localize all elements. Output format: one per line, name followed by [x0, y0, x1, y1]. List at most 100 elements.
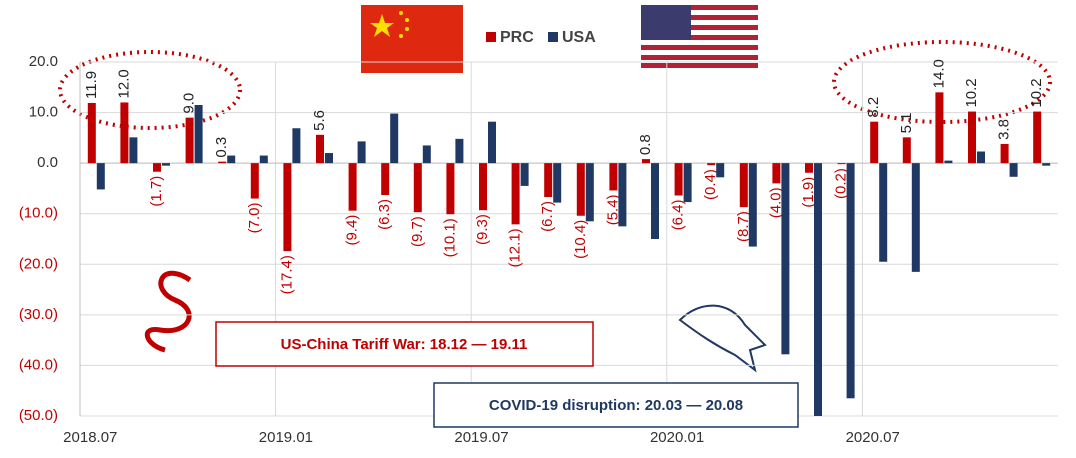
data-label: (6.4)	[670, 200, 687, 231]
bar	[772, 163, 781, 184]
bar	[520, 163, 529, 186]
data-label: 5.1	[898, 112, 915, 133]
bar	[911, 163, 920, 272]
data-label: (10.4)	[572, 220, 589, 259]
data-label: 0.3	[213, 137, 230, 158]
bar	[837, 163, 846, 165]
usa-flag	[641, 5, 758, 68]
bar	[455, 138, 464, 164]
data-label: (0.4)	[702, 169, 719, 200]
data-label: (6.3)	[376, 199, 393, 230]
y-tick-label: (30.0)	[19, 306, 58, 323]
bar	[585, 163, 594, 222]
bar	[185, 117, 194, 164]
data-label: (7.0)	[246, 203, 263, 234]
bar	[1000, 143, 1009, 164]
bar	[488, 121, 496, 164]
data-label: 9.0	[181, 93, 198, 114]
bar	[642, 159, 650, 164]
bar	[87, 102, 96, 164]
bar	[390, 113, 399, 164]
y-tick-label: (40.0)	[19, 356, 58, 373]
annotation-box	[215, 321, 594, 367]
x-tick-label: 2019.07	[454, 429, 508, 446]
bar	[1033, 111, 1042, 164]
bar	[511, 163, 520, 225]
y-tick-label: (50.0)	[19, 407, 58, 424]
bar	[194, 104, 203, 164]
bar	[977, 151, 985, 164]
bar	[357, 141, 366, 164]
y-tick-label: 10.0	[29, 104, 58, 121]
data-label: 3.8	[996, 119, 1013, 140]
highlight-ellipse	[832, 40, 1052, 124]
data-label: 14.0	[930, 59, 947, 88]
bar	[413, 163, 422, 213]
bar	[748, 163, 757, 247]
bar	[218, 161, 227, 164]
bar	[814, 163, 822, 416]
annotation-box	[433, 382, 799, 428]
bar	[325, 153, 333, 164]
data-label: (9.7)	[409, 216, 426, 247]
data-label: 0.8	[637, 134, 654, 155]
bar	[707, 163, 716, 166]
data-label: (6.7)	[539, 201, 556, 232]
data-label: 5.6	[311, 110, 328, 131]
data-label: (4.0)	[767, 187, 784, 218]
bar	[227, 155, 236, 164]
data-label: (8.7)	[735, 211, 752, 242]
bar	[870, 121, 879, 164]
bar	[381, 163, 390, 196]
data-label: 10.2	[1028, 78, 1045, 107]
bar	[781, 163, 790, 355]
data-label: (9.4)	[344, 215, 361, 246]
bar	[162, 163, 170, 166]
bar	[259, 155, 268, 164]
data-label: (1.9)	[800, 177, 817, 208]
y-tick-label: 0.0	[37, 154, 58, 171]
legend-label: PRC	[500, 29, 534, 46]
bar	[674, 163, 683, 196]
bar	[422, 145, 431, 164]
data-label: (10.1)	[441, 218, 458, 257]
bar	[609, 163, 618, 191]
x-tick-label: 2019.01	[259, 429, 313, 446]
bar	[446, 163, 455, 215]
bar	[879, 163, 888, 262]
data-label: (12.1)	[507, 228, 524, 267]
annotation: US-China Tariff War: 18.12 — 19.11	[281, 336, 528, 353]
bar	[129, 137, 138, 164]
bar	[576, 163, 585, 216]
y-tick-label: (10.0)	[19, 205, 58, 222]
bar	[902, 137, 911, 164]
bar	[968, 111, 976, 164]
bar	[846, 163, 855, 399]
data-label: 10.2	[963, 78, 980, 107]
bar	[283, 163, 292, 252]
data-label: (5.4)	[604, 194, 621, 225]
highlight-ellipse	[58, 50, 242, 130]
legend-swatch	[548, 32, 558, 42]
x-tick-label: 2020.01	[650, 429, 704, 446]
legend-label: USA	[562, 29, 596, 46]
bar	[1042, 163, 1051, 166]
bar	[683, 163, 692, 203]
y-tick-label: 20.0	[29, 53, 58, 70]
bar	[153, 163, 161, 172]
dragon-icon	[145, 270, 192, 353]
bar	[1009, 163, 1018, 177]
data-label: 12.0	[115, 69, 132, 98]
data-label: (17.4)	[278, 255, 295, 294]
bar	[739, 163, 748, 208]
bar	[316, 134, 324, 164]
annotation: COVID-19 disruption: 20.03 — 20.08	[489, 397, 743, 414]
bar	[651, 163, 659, 239]
bar	[716, 163, 725, 178]
eagle-icon	[678, 304, 767, 373]
data-label: 8.2	[865, 97, 882, 118]
bar	[944, 160, 953, 164]
x-tick-label: 2020.07	[846, 429, 900, 446]
